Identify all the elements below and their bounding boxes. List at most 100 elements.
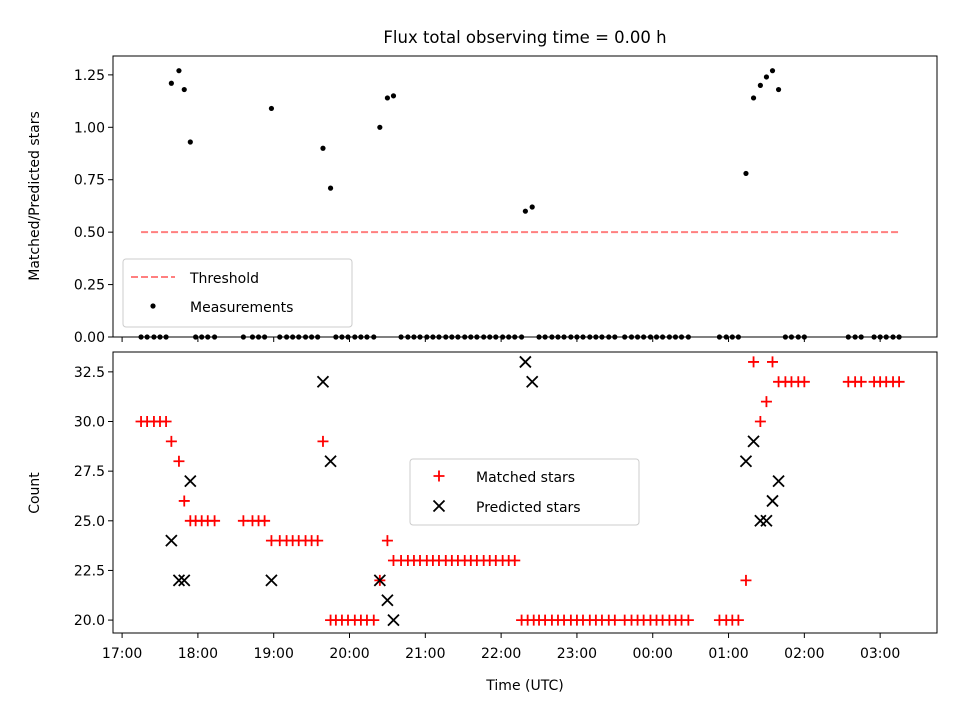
predicted-star-point — [316, 375, 330, 388]
measurement-point — [729, 334, 735, 340]
measurement-point — [240, 334, 246, 340]
measurement-point — [384, 95, 391, 101]
measurement-point — [364, 334, 370, 340]
count-legend: Matched stars Predicted stars — [409, 458, 640, 526]
measurement-point — [500, 334, 506, 340]
predicted-star-point — [172, 574, 186, 587]
ratio-ytick-label: 0.50 — [74, 225, 105, 241]
measurement-point — [424, 334, 430, 340]
count-frame — [112, 351, 938, 634]
measurement-point — [309, 334, 315, 340]
matched-star-point — [855, 376, 867, 388]
count-ytick-label: 25.0 — [74, 514, 105, 530]
measurement-point — [296, 334, 302, 340]
measurement-point — [487, 334, 493, 340]
measurement-point — [634, 334, 641, 340]
measurement-point — [443, 334, 449, 340]
measurement-point — [352, 334, 358, 340]
measurement-point — [757, 82, 763, 88]
measurement-point — [506, 334, 512, 340]
count-ytick-label: 22.5 — [74, 563, 105, 579]
measurement-point — [763, 74, 770, 80]
measurement-point — [512, 334, 518, 340]
predicted-star-point — [747, 435, 760, 448]
matched-star-point — [682, 614, 694, 626]
matched-star-point — [760, 396, 772, 408]
measurement-point — [522, 208, 528, 214]
measurement-point — [327, 185, 334, 191]
measurement-point — [377, 124, 383, 130]
matched-star-point — [754, 416, 766, 428]
predicted-star-point — [184, 474, 197, 488]
measurement-point — [716, 334, 723, 340]
measurement-point — [199, 334, 205, 340]
measurement-point — [398, 334, 404, 340]
legend-measurements-label: Measurements — [190, 300, 293, 316]
legend-frame — [409, 458, 640, 526]
predicted-star-point — [381, 594, 394, 607]
measurement-point — [735, 334, 741, 340]
measurement-point — [896, 334, 902, 340]
measurement-point — [622, 334, 628, 340]
legend-threshold-label: Threshold — [189, 271, 259, 287]
measurement-point — [678, 334, 685, 340]
measurement-point — [641, 334, 647, 340]
matched-star-point — [312, 535, 324, 547]
ratio-ytick-label: 0.00 — [74, 330, 105, 346]
count-xtick-label: 17:00 — [102, 646, 142, 662]
measurement-point — [405, 334, 411, 340]
predicted-star-point — [373, 574, 386, 587]
count-ytick-label: 20.0 — [74, 613, 105, 629]
legend-matched-label: Matched stars — [476, 470, 575, 486]
measurement-point — [468, 334, 474, 340]
count-ytick-label: 30.0 — [74, 415, 105, 431]
measurement-point — [481, 334, 487, 340]
predicted-star-point — [760, 514, 773, 527]
matched-star-point — [368, 614, 380, 626]
ratio-ytick-label: 0.25 — [74, 278, 105, 294]
measurement-point — [205, 334, 211, 340]
measurement-point — [474, 334, 480, 340]
count-xtick-label: 21:00 — [405, 646, 445, 662]
measurement-point — [883, 334, 889, 340]
measurement-point — [417, 334, 423, 340]
legend-frame — [122, 258, 353, 328]
count-xtick-label: 02:00 — [784, 646, 824, 662]
matched-star-point — [165, 435, 177, 447]
count-xtick-label: 20:00 — [329, 646, 369, 662]
measurement-point — [390, 93, 397, 99]
matched-star-point — [160, 416, 172, 428]
measurement-point — [277, 334, 283, 340]
measurement-point — [852, 334, 858, 340]
matched-star-point — [173, 455, 185, 467]
count-xtick-label: 01:00 — [708, 646, 748, 662]
ratio-ytick-label: 1.00 — [74, 120, 105, 136]
predicted-star-point — [265, 574, 278, 587]
chart-title: Flux total observing time = 0.00 h — [383, 28, 666, 47]
predicted-star-point — [766, 494, 779, 508]
measurement-point — [255, 334, 262, 340]
count-xtick-label: 18:00 — [178, 646, 218, 662]
measurement-point — [529, 204, 535, 210]
predicted-star-point — [387, 613, 400, 627]
measurement-point — [358, 334, 364, 340]
measurement-point — [769, 68, 776, 74]
measurement-point — [877, 334, 883, 340]
measurement-point — [723, 334, 729, 340]
predicted-star-point — [324, 455, 337, 468]
measurement-point — [788, 334, 795, 340]
measurement-point — [333, 334, 339, 340]
predicted-star-point — [739, 455, 753, 468]
matched-star-point — [893, 376, 905, 388]
measurement-point — [685, 334, 691, 340]
measurement-point — [580, 334, 586, 340]
ratio-legend: Threshold Measurements — [122, 258, 353, 328]
measurement-point — [659, 334, 666, 340]
measurement-point — [455, 334, 461, 340]
measurement-point — [302, 334, 309, 340]
measurement-point — [176, 68, 182, 74]
count-xtick-label: 03:00 — [860, 646, 900, 662]
measurement-point — [666, 334, 673, 340]
ratio-ytick-label: 1.25 — [74, 68, 105, 84]
measurement-point — [315, 334, 321, 340]
